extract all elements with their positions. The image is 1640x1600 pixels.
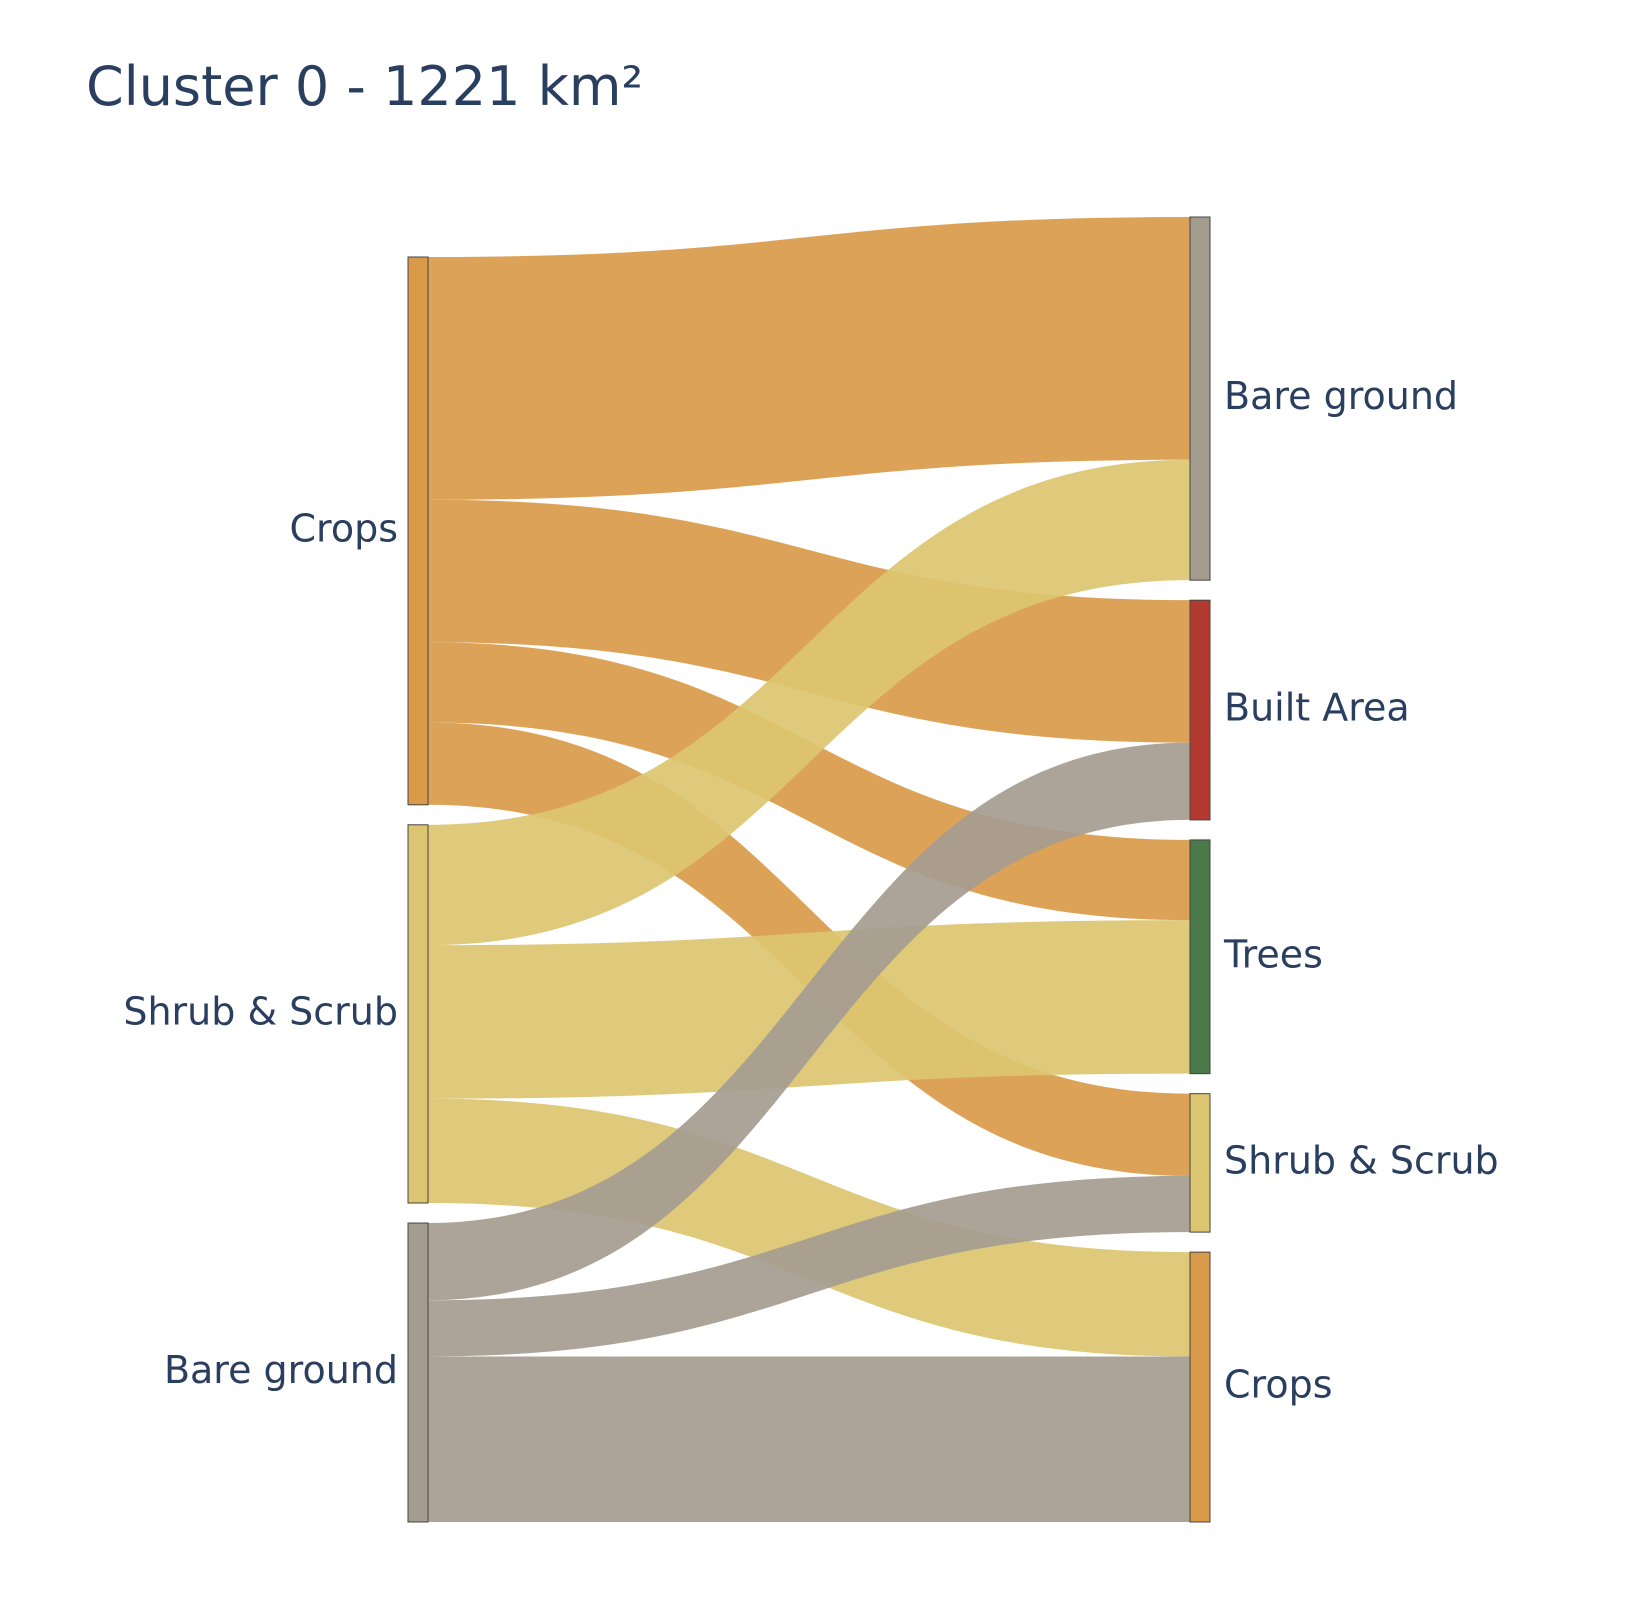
label-tgt-trees: Trees — [1223, 932, 1323, 976]
chart-title: Cluster 0 - 1221 km² — [86, 55, 644, 118]
node-tgt-trees[interactable] — [1189, 839, 1211, 1075]
link-src-bare-to-tgt-crops[interactable] — [428, 1356, 1190, 1522]
sankey-nodes — [407, 216, 1211, 1523]
link-src-crops-to-tgt-bare[interactable] — [428, 217, 1190, 500]
link-src-bare-to-tgt-shrub[interactable] — [428, 1175, 1190, 1357]
node-src-shrub[interactable] — [407, 824, 429, 1204]
node-src-crops[interactable] — [407, 256, 429, 806]
node-tgt-shrub[interactable] — [1189, 1093, 1211, 1233]
node-src-bare[interactable] — [407, 1222, 429, 1523]
sankey-labels: Crops Shrub & Scrub Bare ground Bare ground… — [123, 374, 1498, 1406]
link-src-bare-to-tgt-built[interactable] — [428, 742, 1190, 1301]
label-tgt-shrub: Shrub & Scrub — [1224, 1138, 1499, 1182]
link-src-shrub-to-tgt-bare[interactable] — [428, 459, 1190, 946]
label-src-shrub: Shrub & Scrub — [123, 989, 398, 1033]
link-src-shrub-to-tgt-crops[interactable] — [428, 1098, 1190, 1357]
link-src-crops-to-tgt-built[interactable] — [428, 499, 1190, 743]
sankey-links — [428, 217, 1190, 1522]
node-tgt-built[interactable] — [1189, 599, 1211, 821]
label-src-bare: Bare ground — [164, 1348, 398, 1392]
label-src-crops: Crops — [290, 506, 399, 550]
node-tgt-bare[interactable] — [1189, 216, 1211, 581]
label-tgt-built: Built Area — [1224, 686, 1410, 730]
node-tgt-crops[interactable] — [1189, 1251, 1211, 1523]
label-tgt-bare: Bare ground — [1224, 374, 1458, 418]
label-tgt-crops: Crops — [1224, 1363, 1333, 1407]
